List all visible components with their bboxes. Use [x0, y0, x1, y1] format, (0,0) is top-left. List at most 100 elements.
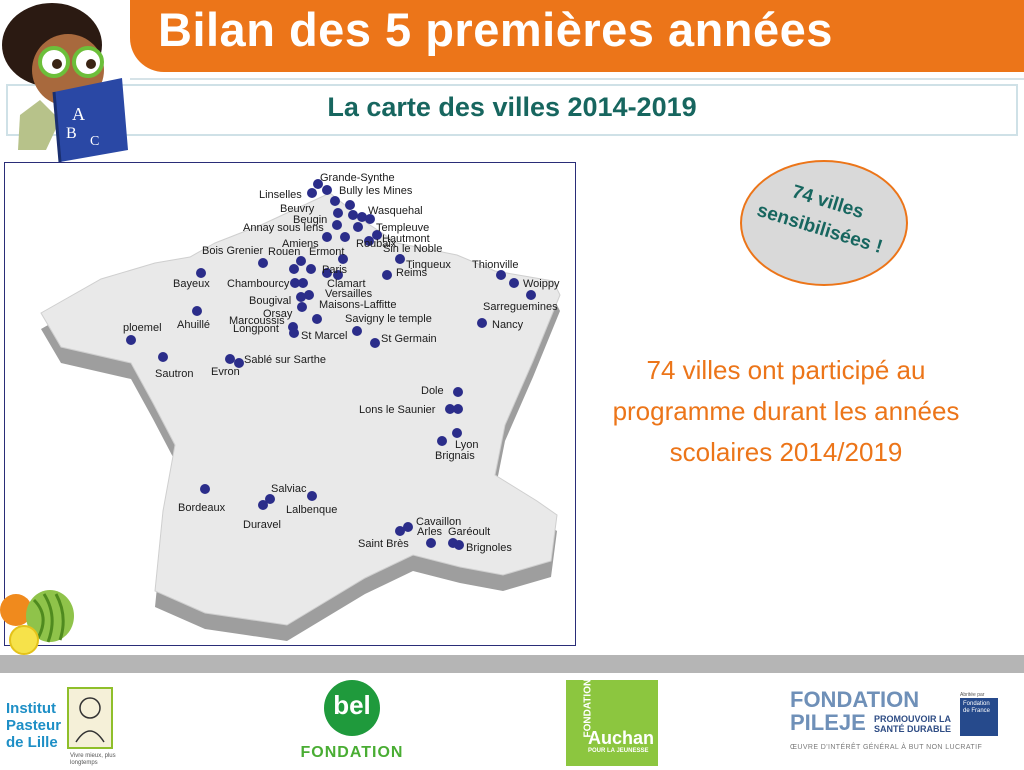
city-dot — [333, 208, 343, 218]
city-label: Brignoles — [466, 542, 512, 554]
city-label: Cavaillon — [416, 516, 461, 528]
city-label: Wasquehal — [368, 205, 423, 217]
city-dot — [289, 328, 299, 338]
city-label: Brignais — [435, 450, 475, 462]
city-label: ploemel — [123, 322, 162, 334]
city-label: Beuvry — [280, 203, 315, 215]
pileje-logo-name: FONDATION PILEJE — [790, 687, 920, 735]
city-label: Ermont — [309, 246, 344, 258]
city-dot — [453, 404, 463, 414]
city-dot — [403, 522, 413, 532]
city-label: Evron — [211, 366, 240, 378]
city-label: Grande-Synthe — [320, 172, 395, 184]
city-dot — [330, 196, 340, 206]
city-dot — [307, 491, 317, 501]
france-map-shape — [40, 192, 561, 626]
city-label: Rouen — [268, 246, 300, 258]
city-dot — [395, 254, 405, 264]
city-dot — [332, 220, 342, 230]
city-dot — [258, 500, 268, 510]
city-dot — [265, 494, 275, 504]
book-letter-c: C — [90, 134, 99, 149]
city-dot — [158, 352, 168, 362]
city-dot — [477, 318, 487, 328]
city-label: Linselles — [259, 189, 302, 201]
city-label: Sin le Noble — [383, 243, 442, 255]
institut-pasteur-logo — [67, 687, 113, 749]
city-label: Thionville — [472, 259, 518, 271]
bel-logo — [324, 680, 380, 736]
city-dot — [437, 436, 447, 446]
city-dot — [338, 254, 348, 264]
city-dot — [290, 278, 300, 288]
city-dot — [296, 256, 306, 266]
city-dot — [322, 268, 332, 278]
city-dot — [196, 268, 206, 278]
bel-fondation-label: FONDATION — [300, 744, 404, 761]
fruit-illustration — [0, 590, 74, 655]
city-dot — [298, 278, 308, 288]
city-label: Bordeaux — [178, 502, 226, 514]
city-label: Maisons-Laffitte — [319, 299, 396, 311]
city-dot — [313, 179, 323, 189]
pileje-abrite-label: Abritée par — [960, 692, 985, 698]
city-label: Sablé sur Sarthe — [244, 354, 326, 366]
city-dot — [322, 232, 332, 242]
subtitle-box — [6, 84, 1018, 136]
book-letter-b: B — [66, 125, 77, 142]
city-dot — [426, 538, 436, 548]
city-label: Amiens — [282, 238, 319, 250]
city-label: Savigny le temple — [345, 313, 432, 325]
city-label: Garéoult — [448, 526, 490, 538]
city-label: Duravel — [243, 519, 281, 531]
program-description: 74 villes ont participé au programme dur… — [612, 355, 960, 467]
fondation-de-france-logo: Fondation de France — [960, 698, 998, 736]
city-label: Salviac — [271, 483, 307, 495]
city-label: Bully les Mines — [339, 185, 413, 197]
city-label: Marcoussis — [229, 315, 285, 327]
city-dot — [526, 290, 536, 300]
city-dot — [509, 278, 519, 288]
orange-fruit-icon — [0, 594, 32, 626]
mascot-shirt — [18, 100, 60, 150]
lemon-fruit-icon — [9, 625, 39, 655]
city-label: Clamart — [327, 278, 366, 290]
city-dot — [307, 188, 317, 198]
france-cities-map: Grande-Synthe Bully les Mines Linselles … — [4, 162, 576, 646]
city-label: Templeuve — [376, 222, 429, 234]
city-dot — [453, 387, 463, 397]
city-dot — [382, 270, 392, 280]
city-label: Roubaix — [356, 238, 397, 250]
city-dot — [126, 335, 136, 345]
auchan-logo — [566, 680, 658, 766]
auchan-subtitle: POUR LA JEUNESSE — [588, 748, 649, 754]
city-dot — [306, 264, 316, 274]
page-title: Bilan des 5 premières années — [158, 3, 833, 56]
city-dot — [352, 326, 362, 336]
city-dot — [353, 222, 363, 232]
page-subtitle: La carte des villes 2014-2019 — [327, 92, 697, 122]
bel-logo-word: bel — [333, 690, 371, 720]
city-dot — [296, 292, 306, 302]
city-dot — [297, 302, 307, 312]
city-label: Nancy — [492, 319, 524, 331]
city-dot — [322, 185, 332, 195]
city-label: Annay sous lens — [243, 222, 324, 234]
city-label: Lyon — [455, 439, 478, 451]
mascot-reading-illustration: A B C — [2, 3, 128, 163]
pileje-tagline: PROMOUVOIR LA SANTÉ DURABLE — [874, 714, 952, 734]
city-label: Tinqueux — [406, 259, 451, 271]
city-label: Orsay — [263, 308, 293, 320]
city-label: Ahuillé — [177, 319, 210, 331]
auchan-name: Auchan — [588, 728, 655, 748]
cities-count-badge — [740, 160, 908, 286]
city-dot — [192, 306, 202, 316]
city-dot — [445, 404, 455, 414]
city-dot — [496, 270, 506, 280]
city-dot — [364, 236, 374, 246]
city-dot — [258, 258, 268, 268]
pileje-oeuvre-label: ŒUVRE D'INTÉRÊT GÉNÉRAL À BUT NON LUCRAT… — [790, 744, 983, 751]
city-label: Saint Brès — [358, 538, 409, 550]
city-label: Bougival — [249, 295, 291, 307]
city-label: Bois Grenier — [202, 245, 263, 257]
